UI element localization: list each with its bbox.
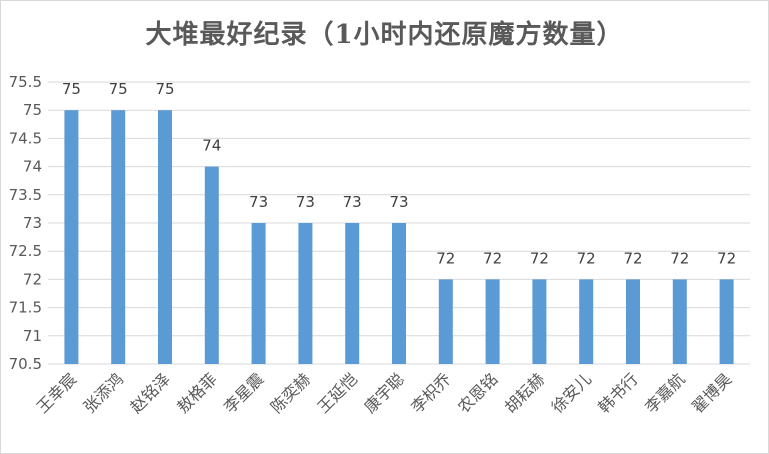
bar (158, 110, 172, 364)
data-label: 72 (577, 249, 596, 267)
bar (579, 279, 594, 364)
y-tick-label: 75.5 (9, 73, 42, 91)
x-tick-label: 李枳乔 (407, 369, 454, 416)
bar (111, 110, 126, 364)
bar (438, 279, 453, 364)
bar (392, 223, 406, 364)
bar (345, 223, 360, 364)
x-tick-label: 陈奕赫 (267, 369, 314, 416)
data-label: 75 (109, 80, 128, 98)
data-label: 72 (436, 249, 455, 267)
bar (64, 110, 79, 364)
data-label: 75 (62, 80, 81, 98)
y-tick-label: 74.5 (9, 129, 42, 147)
data-label: 72 (623, 249, 642, 267)
data-label: 74 (202, 137, 221, 155)
x-tick-label: 韩书行 (594, 369, 641, 416)
bar (672, 279, 687, 364)
x-tick-label: 康宇聪 (360, 369, 407, 416)
bar (204, 166, 219, 364)
bar (719, 279, 734, 364)
y-tick-label: 72 (23, 270, 42, 288)
bar (532, 279, 547, 364)
x-tick-label: 农恩铭 (454, 369, 501, 416)
data-label: 73 (296, 193, 315, 211)
y-tick-label: 71.5 (9, 299, 42, 317)
x-tick-label: 王延恺 (314, 369, 361, 416)
bar (626, 279, 640, 364)
data-label: 73 (249, 193, 268, 211)
data-label: 73 (389, 193, 408, 211)
data-label: 73 (343, 193, 362, 211)
x-tick-label: 翟博昊 (688, 369, 735, 416)
x-tick-label: 胡耘赫 (501, 369, 548, 416)
y-tick-label: 71 (23, 327, 42, 345)
chart-title: 大堆最好纪录（1小时内还原魔方数量） (145, 20, 624, 50)
y-tick-label: 73.5 (9, 186, 42, 204)
x-tick-label: 王幸宸 (33, 369, 80, 416)
x-tick-label: 赵铭泽 (126, 369, 173, 416)
y-tick-label: 73 (23, 214, 42, 232)
data-label: 75 (155, 80, 174, 98)
data-label: 72 (670, 249, 689, 267)
data-label: 72 (717, 249, 736, 267)
x-tick-label: 敖格菲 (173, 369, 220, 416)
x-tick-label: 徐安儿 (548, 369, 595, 416)
data-label: 72 (530, 249, 549, 267)
x-tick-label: 张添鸿 (80, 369, 127, 416)
y-tick-label: 72.5 (9, 242, 42, 260)
bar (485, 279, 500, 364)
x-tick-label: 李嘉航 (641, 369, 688, 416)
y-tick-label: 75 (23, 101, 42, 119)
x-tick-label: 李星震 (220, 369, 267, 416)
y-tick-label: 70.5 (9, 355, 42, 373)
bar (298, 223, 313, 364)
bar (251, 223, 266, 364)
y-tick-label: 74 (23, 158, 42, 176)
data-label: 72 (483, 249, 502, 267)
